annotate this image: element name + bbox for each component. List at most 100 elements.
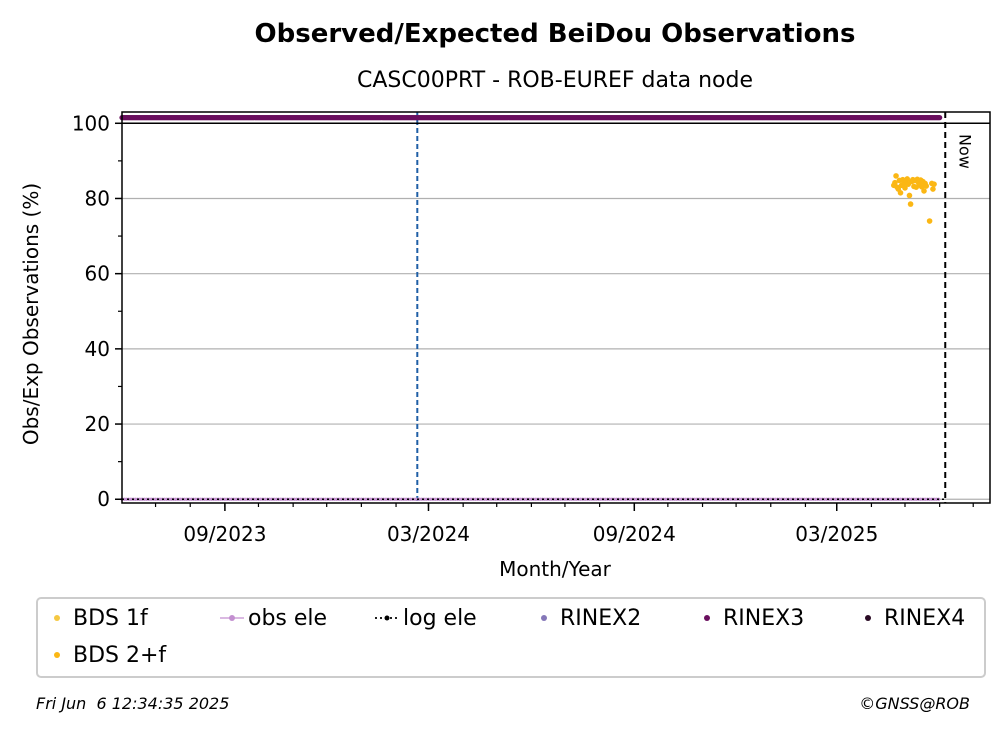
legend-label: log ele bbox=[403, 606, 477, 631]
data-point bbox=[469, 497, 473, 501]
data-point bbox=[379, 497, 384, 501]
data-point bbox=[178, 497, 182, 501]
data-point bbox=[549, 497, 554, 501]
data-point bbox=[332, 497, 337, 501]
data-point bbox=[910, 497, 914, 501]
legend-label: obs ele bbox=[248, 606, 327, 631]
data-point bbox=[724, 497, 728, 501]
data-point bbox=[368, 497, 372, 501]
legend-item: BDS 1f bbox=[54, 606, 149, 631]
legend-marker bbox=[704, 615, 710, 621]
data-point bbox=[223, 497, 227, 501]
data-point bbox=[845, 497, 849, 501]
data-point bbox=[643, 497, 648, 501]
data-point bbox=[388, 497, 393, 501]
data-point bbox=[339, 497, 343, 501]
data-point bbox=[865, 497, 869, 501]
data-point bbox=[523, 497, 527, 501]
data-point bbox=[927, 497, 932, 501]
data-point bbox=[931, 181, 937, 187]
data-point bbox=[373, 497, 377, 501]
data-point bbox=[628, 497, 632, 501]
data-point bbox=[874, 497, 878, 501]
data-point bbox=[902, 185, 908, 191]
data-point bbox=[209, 497, 214, 501]
data-point bbox=[614, 497, 619, 501]
x-tick-label: 03/2024 bbox=[387, 522, 470, 546]
data-point bbox=[438, 497, 442, 501]
data-point bbox=[344, 497, 348, 501]
data-point bbox=[838, 497, 842, 501]
data-point bbox=[563, 497, 567, 501]
y-tick-label: 40 bbox=[85, 337, 110, 361]
data-point bbox=[505, 497, 509, 501]
data-point bbox=[442, 497, 446, 501]
data-point bbox=[764, 497, 768, 501]
data-point bbox=[594, 497, 598, 501]
data-point bbox=[518, 497, 522, 501]
data-point bbox=[153, 497, 158, 501]
data-point bbox=[404, 497, 408, 501]
data-point bbox=[203, 497, 207, 501]
data-point bbox=[672, 497, 677, 501]
data-point bbox=[744, 497, 748, 501]
data-point bbox=[364, 497, 368, 501]
data-point bbox=[303, 497, 308, 501]
data-point bbox=[789, 497, 793, 501]
data-point bbox=[440, 497, 444, 501]
data-point bbox=[887, 497, 891, 501]
data-point bbox=[207, 497, 211, 501]
data-point bbox=[355, 497, 359, 501]
data-point bbox=[679, 497, 683, 501]
data-point bbox=[858, 497, 862, 501]
data-point bbox=[804, 497, 809, 501]
data-point bbox=[704, 497, 708, 501]
data-point bbox=[903, 497, 907, 501]
data-point bbox=[124, 497, 129, 501]
data-point bbox=[583, 497, 587, 501]
data-point bbox=[907, 497, 912, 501]
data-point bbox=[138, 497, 142, 501]
data-point bbox=[802, 497, 806, 501]
data-point bbox=[353, 497, 357, 501]
gridlines bbox=[122, 122, 990, 500]
data-point bbox=[717, 497, 721, 501]
data-point bbox=[502, 497, 507, 501]
data-point bbox=[655, 497, 659, 501]
data-point bbox=[538, 497, 542, 501]
data-point bbox=[259, 497, 263, 501]
data-point bbox=[198, 497, 202, 501]
data-point bbox=[218, 497, 223, 501]
data-point bbox=[312, 497, 316, 501]
data-point bbox=[659, 497, 663, 501]
data-point bbox=[183, 497, 187, 501]
data-point bbox=[122, 497, 126, 501]
data-point bbox=[753, 497, 757, 501]
legend-label: BDS 2+f bbox=[73, 643, 167, 668]
data-point bbox=[509, 497, 513, 501]
data-point bbox=[142, 497, 146, 501]
data-point bbox=[214, 497, 218, 501]
legend-label: RINEX3 bbox=[723, 606, 804, 631]
data-point bbox=[323, 497, 328, 501]
data-point bbox=[914, 497, 918, 501]
data-point bbox=[762, 497, 766, 501]
data-point bbox=[453, 497, 457, 501]
data-point bbox=[587, 497, 592, 501]
data-point bbox=[737, 497, 742, 501]
data-point bbox=[793, 497, 797, 501]
data-point bbox=[677, 497, 681, 501]
data-point bbox=[610, 497, 614, 501]
data-point bbox=[728, 497, 733, 501]
data-point bbox=[849, 497, 853, 501]
data-point bbox=[238, 497, 243, 501]
legend-item: obs ele bbox=[220, 606, 327, 631]
data-point bbox=[357, 497, 361, 501]
data-point bbox=[699, 497, 704, 501]
data-point bbox=[579, 497, 583, 501]
data-point bbox=[377, 497, 381, 501]
data-point bbox=[889, 497, 894, 501]
data-point bbox=[608, 497, 612, 501]
legend-item: RINEX4 bbox=[865, 606, 965, 631]
data-point bbox=[619, 497, 623, 501]
